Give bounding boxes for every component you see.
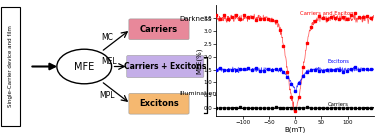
Text: MFE: MFE [74,61,94,72]
FancyBboxPatch shape [127,55,204,78]
Text: MC: MC [102,33,113,42]
X-axis label: B(mT): B(mT) [285,126,306,133]
FancyBboxPatch shape [129,93,189,114]
Text: Carriers + Excitons: Carriers + Excitons [124,62,206,71]
Text: Excitons: Excitons [139,99,179,108]
Text: MPL: MPL [100,91,115,100]
FancyBboxPatch shape [129,19,189,40]
Text: Carriers: Carriers [328,102,349,107]
Text: Illumination: Illumination [179,91,217,96]
Text: Excitons: Excitons [328,59,350,64]
FancyBboxPatch shape [1,7,20,126]
Text: Carriers and Excitons: Carriers and Excitons [300,11,357,16]
Text: Single-Carrier device and film: Single-Carrier device and film [8,26,13,107]
Text: MEL: MEL [102,57,117,66]
Y-axis label: MFE(%): MFE(%) [196,47,202,74]
Circle shape [57,49,112,84]
Text: Carriers: Carriers [140,25,178,34]
Text: Darkness: Darkness [180,16,212,22]
